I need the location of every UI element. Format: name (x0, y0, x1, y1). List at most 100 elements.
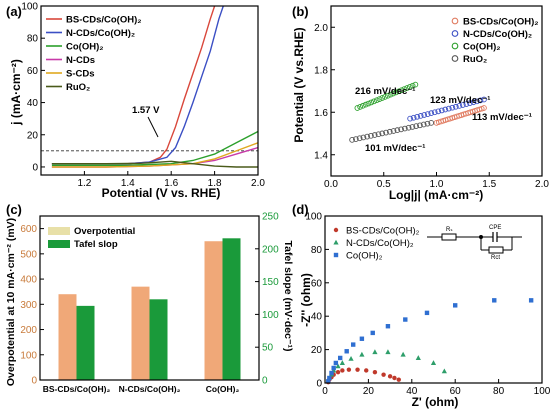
x-tick-label: 80 (493, 386, 505, 397)
series-1-point (428, 110, 435, 117)
series-2-point (395, 88, 402, 95)
series-1-point (445, 105, 452, 112)
panel-b-x-axis-label: Log|j| (mA·cm⁻²) (389, 188, 483, 202)
series-1-point (456, 103, 463, 109)
panel-c: (c) Overpotential at 10 mA·cm⁻² (mV) Taf… (5, 202, 294, 394)
legend-marker-2 (333, 252, 339, 258)
series-2-point (354, 105, 361, 111)
series-1-point (460, 102, 466, 108)
legend-marker-0 (333, 227, 339, 233)
y-tick-label: 80 (311, 245, 323, 256)
series-1-point (372, 349, 378, 355)
x-tick-label: 0.5 (377, 179, 391, 190)
series-2-point (387, 91, 394, 98)
series-2-point (362, 101, 369, 108)
x-tick-label: 60 (450, 386, 462, 397)
series-2-point (359, 336, 365, 341)
series-2-point (401, 86, 408, 92)
panel-b-ticks: 0.0 0.5 1.0 1.5 2.0 1.4 1.6 1.8 2.0 (314, 23, 549, 190)
legend-swatch-tafel (48, 240, 70, 248)
y-tick-label: 60 (311, 278, 323, 289)
series-1-point (410, 114, 417, 121)
series-2-point (412, 81, 419, 88)
y-tick-label: 1.8 (314, 65, 328, 76)
series-1-point (452, 103, 459, 110)
panel-d: (d) -Z'' (ohm) Z' (ohm) 0 20 40 60 80 100 0 20 4… (292, 202, 550, 409)
series-0-point (364, 368, 369, 373)
legend-label-2: Co(OH)₂ (463, 42, 500, 53)
x-tick-label: 2.0 (251, 178, 265, 189)
series-0-point (372, 369, 378, 375)
series-3-point (394, 127, 401, 134)
series-0-point (392, 375, 397, 381)
series-2-point (344, 349, 349, 354)
circuit-rct-label: Rct (491, 255, 500, 261)
series-1-point (481, 96, 487, 103)
series-3-point (424, 120, 431, 127)
series-2-point (331, 365, 336, 371)
y-tick-label: 100 (21, 2, 38, 13)
series-3-point (402, 125, 408, 132)
series-3-point (356, 135, 363, 142)
series-2-point (384, 92, 391, 99)
series-0-point (355, 367, 360, 372)
series-3-point (428, 120, 435, 126)
y2-tick-label: 150 (262, 277, 279, 288)
y-tick-label: 600 (20, 224, 37, 235)
x-tick-label: 1.6 (164, 178, 178, 189)
series-2-point (373, 97, 380, 104)
y2-tick-label: 0 (262, 376, 268, 387)
x-tick-label: 1.0 (430, 179, 444, 190)
legend-label-0: BS-CDs/Co(OH)₂ (66, 15, 141, 26)
series-1-point (335, 363, 341, 369)
series-1-point (424, 111, 431, 117)
y-tick-label: 100 (20, 350, 37, 361)
series-0-point (396, 377, 401, 382)
y-tick-label: 0 (31, 376, 37, 387)
x-tick-label: 0.0 (324, 179, 338, 190)
panel-a-frame (40, 5, 259, 176)
series-0-point (340, 368, 345, 373)
x-tick-label: 1.5 (482, 179, 496, 190)
y-tick-label: 0 (316, 379, 322, 390)
legend-marker-1 (451, 30, 459, 37)
series-3-point (364, 133, 371, 140)
series-2-point (365, 100, 372, 107)
series-3-point (353, 136, 359, 142)
series-1-point (467, 100, 473, 106)
onset-potential-label: 1.57 V (132, 105, 160, 116)
series-2-point (368, 99, 375, 106)
y-tick-label: 300 (20, 300, 37, 311)
series-1-point (414, 113, 421, 120)
series-2-point (403, 317, 408, 322)
x-tick-label: 0 (322, 386, 328, 397)
series-2-point (337, 355, 343, 361)
legend-label-4: S-CDs (66, 69, 95, 80)
x-tick-label: 100 (534, 386, 550, 397)
y-tick-label: 200 (20, 325, 37, 336)
panel-d-letter: (d) (292, 202, 309, 217)
series-0-point (335, 369, 341, 375)
series-1-point (348, 355, 354, 361)
circuit-rs-resistor (441, 233, 457, 241)
panel-c-letter: (c) (6, 202, 22, 217)
panel-d-frame (324, 215, 543, 384)
y-tick-label: 60 (27, 66, 39, 77)
y-tick-label: 2.0 (314, 23, 328, 34)
y-tick-label: 100 (305, 212, 322, 223)
series-3-point (417, 122, 423, 129)
series-3-point (368, 132, 374, 139)
panel-b-y-axis-label: Potential (V vs.RHE) (292, 27, 306, 142)
series-2-point (409, 82, 416, 89)
series-1-point (477, 97, 484, 104)
equivalent-circuit-inset: Rₛ CPE Rct (427, 225, 522, 261)
series-2-point (453, 303, 458, 308)
tafel-label-n: 123 mV/dec⁻¹ (430, 95, 490, 106)
legend-label-1: N-CDs/Co(OH)₂ (346, 238, 414, 249)
panel-d-x-axis-label: Z' (ohm) (412, 395, 459, 409)
series-1-point (438, 107, 445, 114)
series-2-point (327, 375, 332, 381)
series-2-point (528, 298, 534, 303)
circuit-rs-label: Rₛ (446, 227, 453, 233)
series-2-point (351, 342, 356, 347)
